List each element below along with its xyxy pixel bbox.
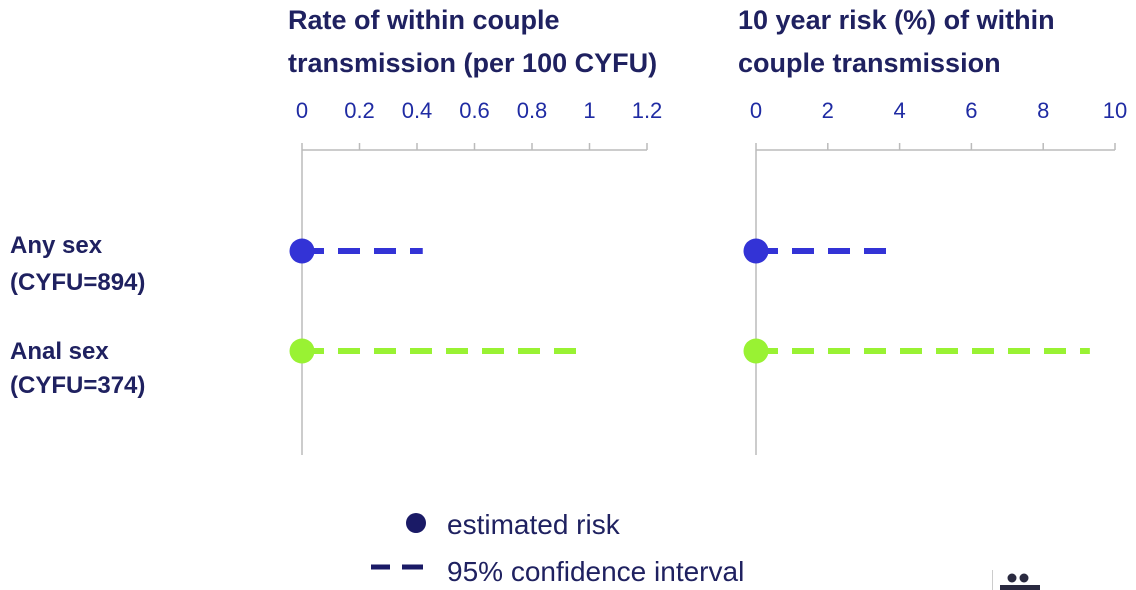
panel-1-estimate-any-sex (289, 238, 315, 264)
panel-1-tick-label: 0.2 (344, 98, 375, 123)
panel-2-tick-label: 8 (1037, 98, 1049, 123)
panel-1-tick-label: 0.8 (517, 98, 548, 123)
panel-1-title-line-1: Rate of within couple (288, 5, 560, 35)
row-label-anal-sex-line-2: (CYFU=374) (10, 372, 145, 399)
panel-1-estimate-anal-sex (289, 338, 315, 364)
panel-2-title-line-1: 10 year risk (%) of within (738, 5, 1055, 35)
panel-1-tick-label: 0.4 (402, 98, 433, 123)
row-label-any-sex-line-2: (CYFU=894) (10, 269, 145, 296)
panel-2-estimate-any-sex (743, 238, 769, 264)
panel-2-estimate-anal-sex (743, 338, 769, 364)
legend-estimate-marker (406, 513, 426, 533)
row-label-any-sex-line-1: Any sex (10, 232, 103, 259)
panel-2-tick-label: 4 (893, 98, 905, 123)
panel-2-tick-label: 10 (1103, 98, 1127, 123)
logo-icon (992, 570, 1040, 590)
panel-1-title-line-2: transmission (per 100 CYFU) (288, 48, 657, 78)
panel-2-tick-label: 6 (965, 98, 977, 123)
panel-ten-year-risk: 0 2 4 6 8 10 (743, 98, 1127, 455)
panel-1-tick-label: 0.6 (459, 98, 490, 123)
legend-estimate-label: estimated risk (447, 509, 621, 540)
panel-1-tick-label: 1.2 (632, 98, 663, 123)
panel-1-tick-label: 1 (583, 98, 595, 123)
panel-rate-of-transmission: 0 0.2 0.4 0.6 0.8 1 1.2 (289, 98, 663, 455)
panel-1-tick-label: 0 (296, 98, 308, 123)
row-label-anal-sex-line-1: Anal sex (10, 338, 109, 365)
legend-interval-label: 95% confidence interval (447, 556, 744, 587)
panel-2-title-line-2: couple transmission (738, 48, 1001, 78)
panel-2-tick-label: 0 (750, 98, 762, 123)
panel-2-tick-label: 2 (822, 98, 834, 123)
